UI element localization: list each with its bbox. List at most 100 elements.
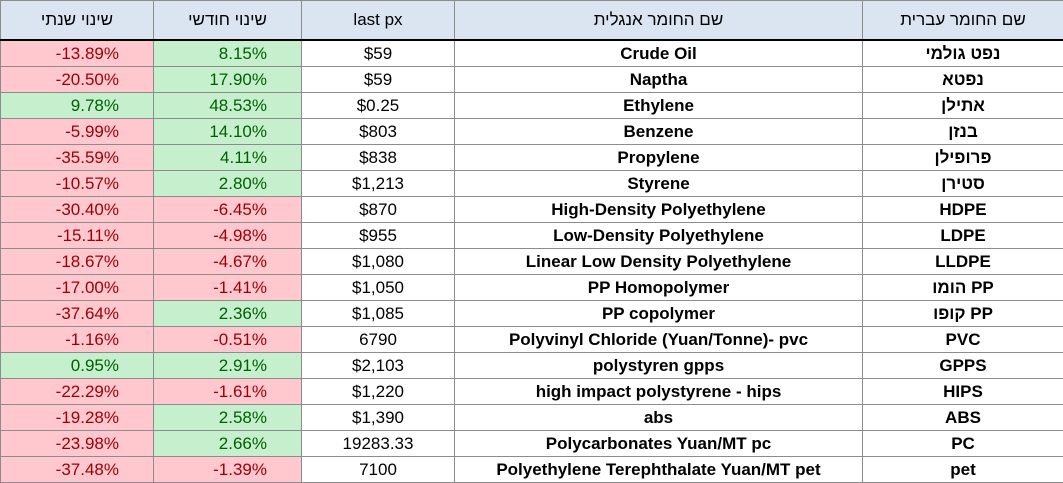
cell-last-px: $1,390 [302,405,455,431]
cell-monthly-change: -6.45% [154,197,302,223]
cell-monthly-change: -4.98% [154,223,302,249]
cell-hebrew-name: סטירן [863,171,1063,197]
cell-last-px: $1,085 [302,301,455,327]
cell-monthly-change: -0.51% [154,327,302,353]
cell-hebrew-name: PC [863,431,1063,457]
cell-english-name: Propylene [455,145,863,171]
cell-english-name: high impact polystyrene - hips [455,379,863,405]
cell-english-name: Polyvinyl Chloride (Yuan/Tonne)- pvc [455,327,863,353]
cell-last-px: $1,080 [302,249,455,275]
cell-hebrew-name: GPPS [863,353,1063,379]
cell-monthly-change: 48.53% [154,93,302,119]
header-yearly-change: שינוי שנתי [1,1,154,41]
cell-english-name: polystyren gpps [455,353,863,379]
cell-english-name: Linear Low Density Polyethylene [455,249,863,275]
cell-last-px: 19283.33 [302,431,455,457]
cell-monthly-change: 14.10% [154,119,302,145]
cell-english-name: Crude Oil [455,40,863,67]
cell-english-name: Naptha [455,67,863,93]
cell-yearly-change: -15.11% [1,223,154,249]
cell-yearly-change: -35.59% [1,145,154,171]
header-english-name: שם החומר אנגלית [455,1,863,41]
cell-english-name: abs [455,405,863,431]
cell-english-name: High-Density Polyethylene [455,197,863,223]
cell-hebrew-name: נפט גולמי [863,40,1063,67]
cell-hebrew-name: נפטא [863,67,1063,93]
cell-yearly-change: -30.40% [1,197,154,223]
cell-hebrew-name: בנזן [863,119,1063,145]
cell-monthly-change: 2.36% [154,301,302,327]
cell-hebrew-name: PVC [863,327,1063,353]
cell-yearly-change: -22.29% [1,379,154,405]
cell-monthly-change: 2.80% [154,171,302,197]
cell-yearly-change: -1.16% [1,327,154,353]
cell-last-px: 7100 [302,457,455,483]
cell-yearly-change: 9.78% [1,93,154,119]
cell-last-px: $1,220 [302,379,455,405]
cell-last-px: $2,103 [302,353,455,379]
header-hebrew-name: שם החומר עברית [863,1,1063,41]
cell-last-px: $803 [302,119,455,145]
cell-yearly-change: -10.57% [1,171,154,197]
cell-last-px: $0.25 [302,93,455,119]
cell-monthly-change: -1.39% [154,457,302,483]
cell-english-name: Benzene [455,119,863,145]
cell-yearly-change: -18.67% [1,249,154,275]
cell-hebrew-name: LDPE [863,223,1063,249]
cell-hebrew-name: HIPS [863,379,1063,405]
cell-hebrew-name: קופו PP [863,301,1063,327]
cell-yearly-change: -37.64% [1,301,154,327]
cell-last-px: $838 [302,145,455,171]
cell-monthly-change: -1.61% [154,379,302,405]
cell-hebrew-name: הומו PP [863,275,1063,301]
cell-english-name: Styrene [455,171,863,197]
cell-yearly-change: -20.50% [1,67,154,93]
cell-last-px: $1,050 [302,275,455,301]
cell-english-name: Polycarbonates Yuan/MT pc [455,431,863,457]
cell-yearly-change: -23.98% [1,431,154,457]
cell-hebrew-name: pet [863,457,1063,483]
cell-hebrew-name: HDPE [863,197,1063,223]
cell-monthly-change: 8.15% [154,40,302,67]
cell-monthly-change: 2.58% [154,405,302,431]
cell-english-name: PP copolymer [455,301,863,327]
cell-monthly-change: 17.90% [154,67,302,93]
cell-last-px: $59 [302,67,455,93]
cell-monthly-change: 4.11% [154,145,302,171]
cell-monthly-change: -1.41% [154,275,302,301]
cell-hebrew-name: ABS [863,405,1063,431]
cell-last-px: $870 [302,197,455,223]
cell-yearly-change: -17.00% [1,275,154,301]
cell-monthly-change: 2.91% [154,353,302,379]
cell-hebrew-name: פרופילן [863,145,1063,171]
cell-yearly-change: -19.28% [1,405,154,431]
cell-monthly-change: -4.67% [154,249,302,275]
cell-english-name: Ethylene [455,93,863,119]
cell-yearly-change: -37.48% [1,457,154,483]
cell-english-name: Polyethylene Terephthalate Yuan/MT pet [455,457,863,483]
cell-last-px: $1,213 [302,171,455,197]
cell-monthly-change: 2.66% [154,431,302,457]
header-monthly-change: שינוי חודשי [154,1,302,41]
cell-yearly-change: 0.95% [1,353,154,379]
cell-english-name: PP Homopolymer [455,275,863,301]
cell-hebrew-name: אתילן [863,93,1063,119]
